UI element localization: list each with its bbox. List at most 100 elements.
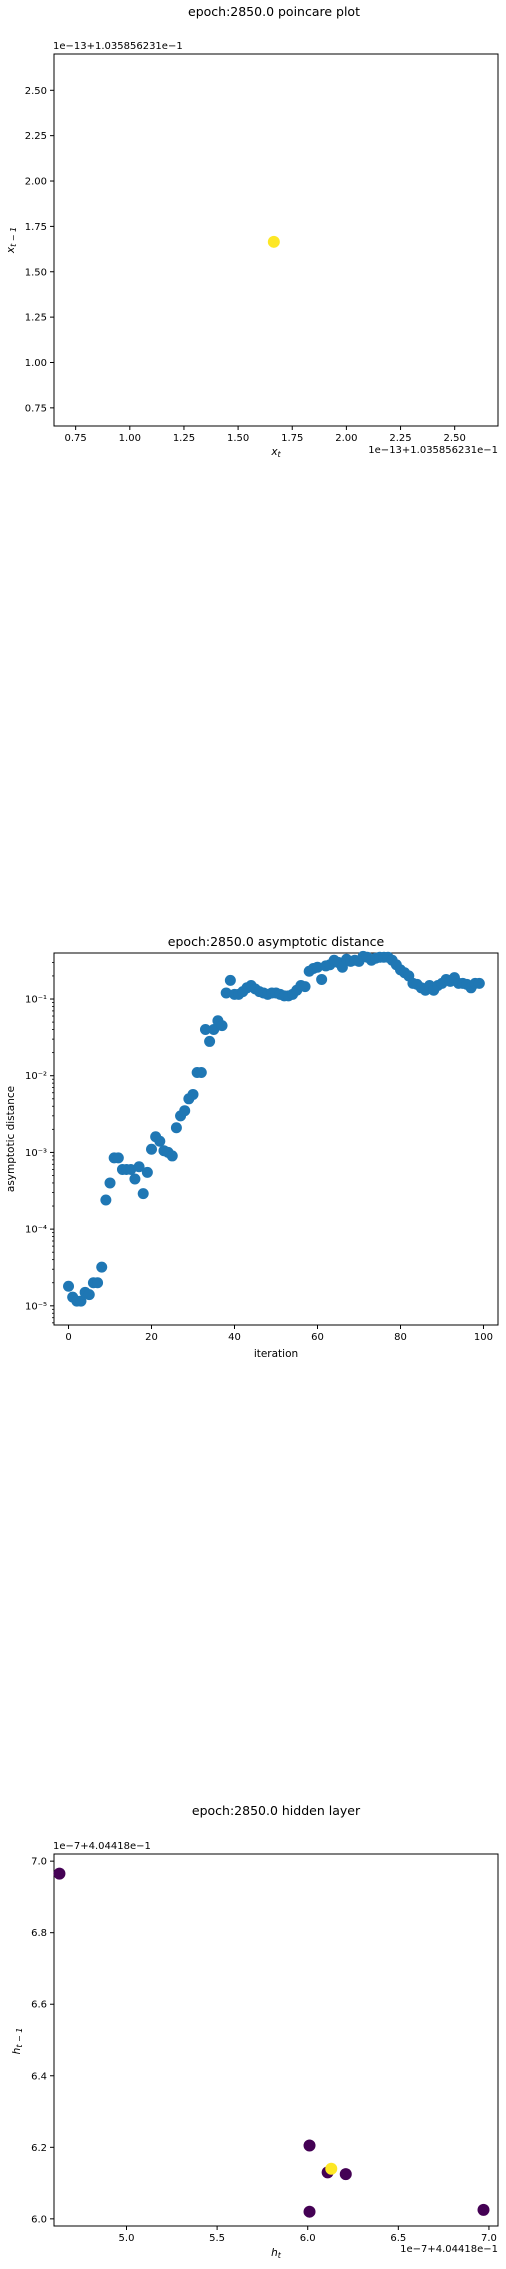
asymptotic-point: [129, 1173, 141, 1185]
hidden-plot-area: [53, 1853, 499, 2227]
asymptotic-distance-chart: epoch:2850.0 asymptotic distance 0 20 40 60…: [5, 934, 499, 1360]
asymptotic-point: [199, 1024, 211, 1036]
hidden-y-tick-label: 6.8: [31, 1928, 47, 1939]
asymptotic-point: [133, 1161, 145, 1173]
hidden-x-tick-label: 6.0: [300, 2233, 316, 2244]
poincare-points: [267, 235, 280, 248]
asymptotic-point: [473, 977, 485, 989]
poincare-x-tick-label: 1.25: [173, 433, 195, 444]
asymptotic-point: [96, 1261, 108, 1273]
poincare-y-tick-label: 2.50: [25, 86, 47, 97]
poincare-y-axis-label: xt − 1: [5, 227, 18, 254]
asymptotic-x-tick-label: 80: [394, 1332, 407, 1343]
asymptotic-point: [112, 1152, 124, 1164]
poincare-plot-area: [53, 53, 499, 427]
hidden-point: [303, 2139, 316, 2152]
hidden-y-axis-label: ht − 1: [11, 2028, 24, 2055]
poincare-title: epoch:2850.0 poincare plot: [188, 4, 360, 19]
hidden-y-tick-label: 6.2: [31, 2143, 47, 2154]
asymptotic-point: [100, 1194, 112, 1206]
asymptotic-point: [170, 1122, 182, 1134]
asymptotic-point: [104, 1177, 116, 1189]
poincare-x-axis-label: xt: [270, 446, 281, 459]
hidden-point: [325, 2162, 338, 2175]
asymptotic-y-tick-label: 10⁻⁴: [25, 1225, 47, 1236]
asymptotic-point: [208, 1024, 220, 1036]
asymptotic-point: [75, 1295, 87, 1307]
poincare-y-tick-label: 0.75: [25, 403, 47, 414]
hidden-x-tick-label: 7.0: [481, 2233, 497, 2244]
poincare-x-ticks: 0.75 1.00 1.25 1.50 1.75 2.00 2.25 2.50: [65, 426, 466, 444]
hidden-x-axis-label: ht: [271, 2247, 282, 2260]
hidden-point: [53, 1867, 66, 1880]
hidden-point: [339, 2168, 352, 2181]
asymptotic-y-tick-label: 10⁻³: [25, 1148, 47, 1159]
asymptotic-x-tick-label: 0: [65, 1332, 71, 1343]
hidden-y-tick-label: 6.6: [31, 2000, 47, 2011]
poincare-x-tick-label: 2.50: [444, 433, 466, 444]
hidden-point: [477, 2203, 490, 2216]
poincare-y-tick-label: 1.75: [25, 222, 47, 233]
asymptotic-y-axis-label: asymptotic distance: [5, 1086, 17, 1192]
hidden-x-ticks: 5.0 5.5 6.0 6.5 7.0: [119, 2226, 497, 2244]
poincare-y-tick-label: 2.25: [25, 131, 47, 142]
poincare-y-ticks: 0.75 1.00 1.25 1.50 1.75 2.00 2.25 2.50: [25, 86, 54, 414]
hidden-points: [53, 1867, 490, 2218]
asymptotic-x-tick-label: 40: [228, 1332, 241, 1343]
asymptotic-points: [63, 950, 485, 1307]
asymptotic-point: [83, 1289, 95, 1301]
poincare-x-tick-label: 1.75: [281, 433, 303, 444]
asymptotic-x-tick-label: 60: [311, 1332, 324, 1343]
poincare-x-tick-label: 2.00: [335, 433, 357, 444]
hidden-y-ticks: 6.0 6.2 6.4 6.6 6.8 7.0: [31, 1857, 54, 2225]
poincare-y-tick-label: 1.25: [25, 313, 47, 324]
asymptotic-x-ticks: 0 20 40 60 80 100: [65, 1325, 493, 1343]
asymptotic-point: [204, 1035, 216, 1047]
asymptotic-point: [141, 1166, 153, 1178]
asymptotic-point: [125, 1163, 137, 1175]
asymptotic-point: [154, 1135, 166, 1147]
asymptotic-point: [316, 973, 328, 985]
poincare-y-tick-label: 1.50: [25, 267, 47, 278]
poincare-y-tick-label: 2.00: [25, 177, 47, 188]
asymptotic-plot-area: [53, 952, 499, 1326]
asymptotic-point: [220, 987, 232, 999]
asymptotic-point: [63, 1280, 75, 1292]
poincare-x-tick-label: 2.25: [389, 433, 411, 444]
hidden-x-tick-label: 6.5: [390, 2233, 406, 2244]
hidden-y-tick-label: 6.0: [31, 2214, 47, 2225]
poincare-y-tick-label: 1.00: [25, 358, 47, 369]
asymptotic-x-tick-label: 100: [474, 1332, 493, 1343]
asymptotic-y-tick-label: 10⁻²: [25, 1071, 47, 1082]
asymptotic-x-axis-label: iteration: [254, 1348, 298, 1360]
asymptotic-point: [146, 1143, 158, 1155]
asymptotic-point: [311, 961, 323, 973]
asymptotic-point: [216, 1020, 228, 1032]
asymptotic-x-tick-label: 20: [145, 1332, 158, 1343]
asymptotic-point: [166, 1150, 178, 1162]
asymptotic-point: [299, 981, 311, 993]
asymptotic-point: [195, 1067, 207, 1079]
hidden-layer-chart: epoch:2850.0 hidden layer 1e−7+4.04418e−…: [11, 1803, 499, 2260]
poincare-x-tick-label: 0.75: [65, 433, 87, 444]
poincare-x-tick-label: 1.00: [119, 433, 141, 444]
asymptotic-point: [224, 974, 236, 986]
asymptotic-y-tick-label: 10⁻¹: [25, 995, 47, 1006]
hidden-y-tick-label: 7.0: [31, 1857, 47, 1868]
asymptotic-point: [187, 1088, 199, 1100]
poincare-chart: epoch:2850.0 poincare plot 1e−13+1.03585…: [5, 4, 499, 459]
poincare-point: [267, 235, 280, 248]
asymptotic-point: [92, 1277, 104, 1289]
poincare-y-offset-label: 1e−13+1.035856231e−1: [53, 41, 183, 52]
hidden-x-offset-label: 1e−7+4.04418e−1: [400, 2244, 498, 2255]
poincare-x-tick-label: 1.50: [227, 433, 249, 444]
asymptotic-y-tick-label: 10⁻⁵: [25, 1301, 47, 1312]
asymptotic-y-ticks: 10⁻⁵ 10⁻⁴ 10⁻³ 10⁻² 10⁻¹: [25, 962, 54, 1324]
asymptotic-title: epoch:2850.0 asymptotic distance: [168, 934, 385, 949]
asymptotic-point: [179, 1105, 191, 1117]
asymptotic-point: [137, 1188, 149, 1200]
hidden-title: epoch:2850.0 hidden layer: [192, 1803, 361, 1818]
hidden-y-tick-label: 6.4: [31, 2071, 47, 2082]
poincare-x-offset-label: 1e−13+1.035856231e−1: [368, 445, 498, 456]
